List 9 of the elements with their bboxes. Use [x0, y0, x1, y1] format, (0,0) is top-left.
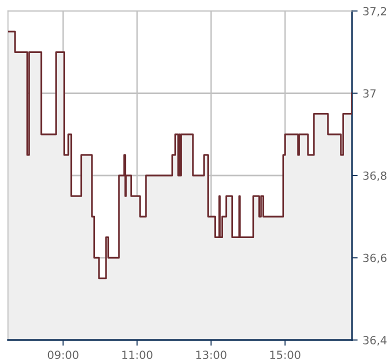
- y-tick-label: 36,8: [363, 171, 386, 182]
- y-tick-label: 36,6: [363, 254, 386, 264]
- y-tick-label: 36,4: [363, 336, 387, 346]
- x-tick-label: 09:00: [48, 350, 78, 360]
- y-tick-label: 37,2: [363, 6, 386, 17]
- x-tick-label: 13:00: [196, 350, 226, 360]
- y-tick-label: 37: [363, 89, 376, 98]
- x-tick-label: 15:00: [270, 350, 300, 360]
- x-tick-label: 11:00: [122, 350, 152, 360]
